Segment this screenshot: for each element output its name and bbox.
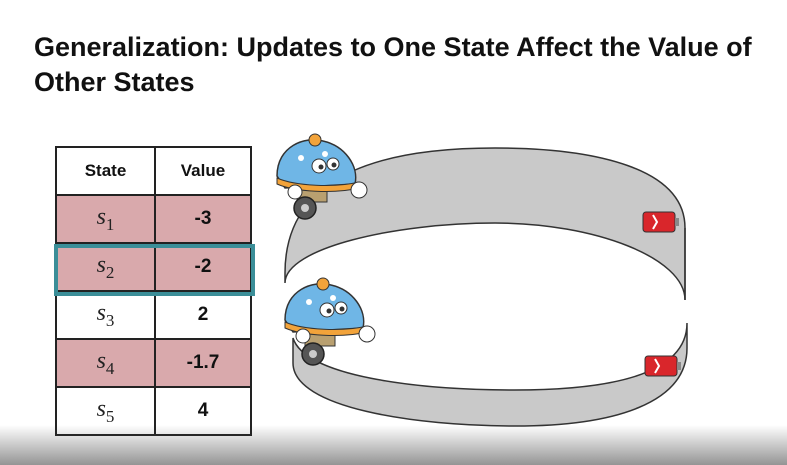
track-scene (276, 133, 688, 427)
header-state: State (55, 146, 156, 196)
table-row: s3 2 (55, 290, 252, 340)
state-cell: s3 (55, 290, 156, 340)
table-row: s4 -1.7 (55, 338, 252, 388)
robot-icon (276, 133, 368, 220)
battery-icon (644, 355, 681, 377)
table-row: s2 -2 (55, 242, 252, 292)
slide-title: Generalization: Updates to One State Aff… (34, 32, 752, 97)
table-header-row: State Value (55, 146, 252, 196)
value-cell: 2 (154, 290, 252, 340)
state-cell: s1 (55, 194, 156, 244)
value-cell: -2 (154, 242, 252, 292)
bottom-shade (0, 425, 787, 465)
state-cell: s2 (55, 242, 156, 292)
robot-icon (284, 277, 376, 366)
table-row: s1 -3 (55, 194, 252, 244)
header-value: Value (154, 146, 252, 196)
state-cell: s4 (55, 338, 156, 388)
lower-track (292, 322, 688, 427)
value-cell: -1.7 (154, 338, 252, 388)
value-cell: -3 (154, 194, 252, 244)
state-value-table: State Value s1 -3 s2 -2 s3 2 s4 -1.7 s5 … (55, 146, 252, 436)
battery-icon (642, 211, 679, 233)
